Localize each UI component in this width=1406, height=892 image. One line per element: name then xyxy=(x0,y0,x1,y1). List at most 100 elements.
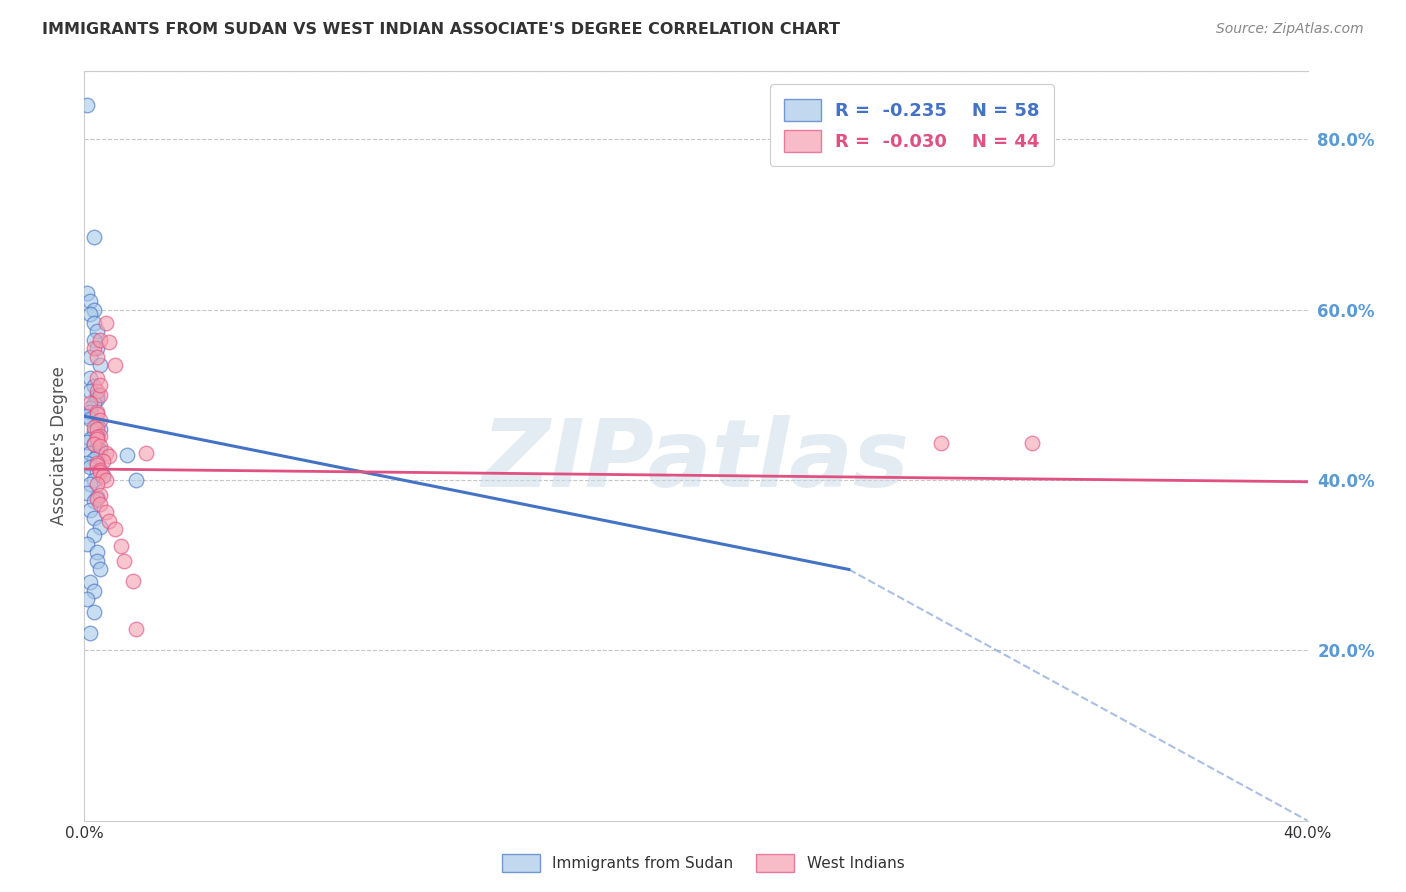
Point xyxy=(86,341,108,355)
Point xyxy=(94,446,117,460)
Point xyxy=(89,439,111,453)
Point xyxy=(86,429,108,443)
Point xyxy=(91,454,114,468)
Point xyxy=(97,449,120,463)
Point xyxy=(79,401,101,415)
Point xyxy=(89,443,111,458)
Point xyxy=(76,285,98,300)
Point xyxy=(83,605,105,619)
Point xyxy=(79,307,101,321)
Point xyxy=(86,324,108,338)
Point xyxy=(83,424,105,438)
Point xyxy=(86,465,108,479)
Point xyxy=(89,497,111,511)
Point xyxy=(86,490,108,504)
Point xyxy=(1021,436,1043,450)
Point xyxy=(86,432,108,446)
Point xyxy=(79,371,101,385)
Point xyxy=(79,626,101,640)
Point xyxy=(86,491,108,506)
Point xyxy=(83,473,105,487)
Point xyxy=(89,488,111,502)
Point xyxy=(86,449,108,463)
Point xyxy=(83,494,105,508)
Point xyxy=(83,230,105,244)
Point xyxy=(89,358,111,372)
Point xyxy=(104,523,127,537)
Point xyxy=(79,294,101,309)
Point xyxy=(83,396,105,410)
Legend: R =  -0.235    N = 58, R =  -0.030    N = 44: R = -0.235 N = 58, R = -0.030 N = 44 xyxy=(770,84,1054,166)
Point xyxy=(91,468,114,483)
Point xyxy=(86,371,108,385)
Point xyxy=(86,405,108,419)
Point xyxy=(122,574,145,588)
Point xyxy=(76,485,98,500)
Point xyxy=(83,379,105,393)
Point xyxy=(112,554,135,568)
Point xyxy=(135,446,157,460)
Point xyxy=(94,473,117,487)
Point xyxy=(89,429,111,443)
Point xyxy=(83,302,105,317)
Point xyxy=(125,473,148,487)
Point xyxy=(86,384,108,398)
Point xyxy=(94,316,117,330)
Point xyxy=(86,392,108,407)
Point xyxy=(115,448,138,462)
Point xyxy=(76,98,98,112)
Point xyxy=(79,446,101,460)
Point xyxy=(89,377,111,392)
Point xyxy=(79,503,101,517)
Point xyxy=(89,463,111,477)
Point xyxy=(89,422,111,436)
Point xyxy=(110,540,132,554)
Point xyxy=(86,458,108,472)
Point xyxy=(79,432,101,446)
Text: ZIPatlas: ZIPatlas xyxy=(482,415,910,507)
Point xyxy=(125,622,148,636)
Point xyxy=(86,545,108,559)
Point xyxy=(91,468,114,483)
Point xyxy=(76,456,98,470)
Point xyxy=(89,413,111,427)
Point xyxy=(89,520,111,534)
Point xyxy=(89,465,111,479)
Point xyxy=(86,417,108,432)
Point xyxy=(86,430,108,444)
Point xyxy=(94,505,117,519)
Point xyxy=(76,592,98,607)
Point xyxy=(79,460,101,475)
Point xyxy=(79,350,101,364)
Point xyxy=(76,537,98,551)
Point xyxy=(83,437,105,451)
Point xyxy=(86,477,108,491)
Point xyxy=(89,562,111,576)
Text: Source: ZipAtlas.com: Source: ZipAtlas.com xyxy=(1216,22,1364,37)
Point xyxy=(79,384,101,398)
Point xyxy=(76,409,98,424)
Legend: Immigrants from Sudan, West Indians: Immigrants from Sudan, West Indians xyxy=(494,847,912,880)
Point xyxy=(86,407,108,421)
Point xyxy=(83,437,105,451)
Point xyxy=(89,333,111,347)
Point xyxy=(76,434,98,449)
Point xyxy=(83,511,105,525)
Point xyxy=(83,451,105,466)
Text: IMMIGRANTS FROM SUDAN VS WEST INDIAN ASSOCIATE'S DEGREE CORRELATION CHART: IMMIGRANTS FROM SUDAN VS WEST INDIAN ASS… xyxy=(42,22,841,37)
Point xyxy=(83,341,105,355)
Point xyxy=(104,358,127,372)
Point xyxy=(97,514,120,528)
Point xyxy=(86,441,108,455)
Point xyxy=(83,583,105,598)
Point xyxy=(86,456,108,470)
Point xyxy=(86,350,108,364)
Y-axis label: Associate's Degree: Associate's Degree xyxy=(51,367,69,525)
Point xyxy=(89,388,111,402)
Point xyxy=(86,422,108,436)
Point xyxy=(79,396,101,410)
Point xyxy=(86,388,108,402)
Point xyxy=(79,477,101,491)
Point xyxy=(929,436,952,450)
Point xyxy=(83,333,105,347)
